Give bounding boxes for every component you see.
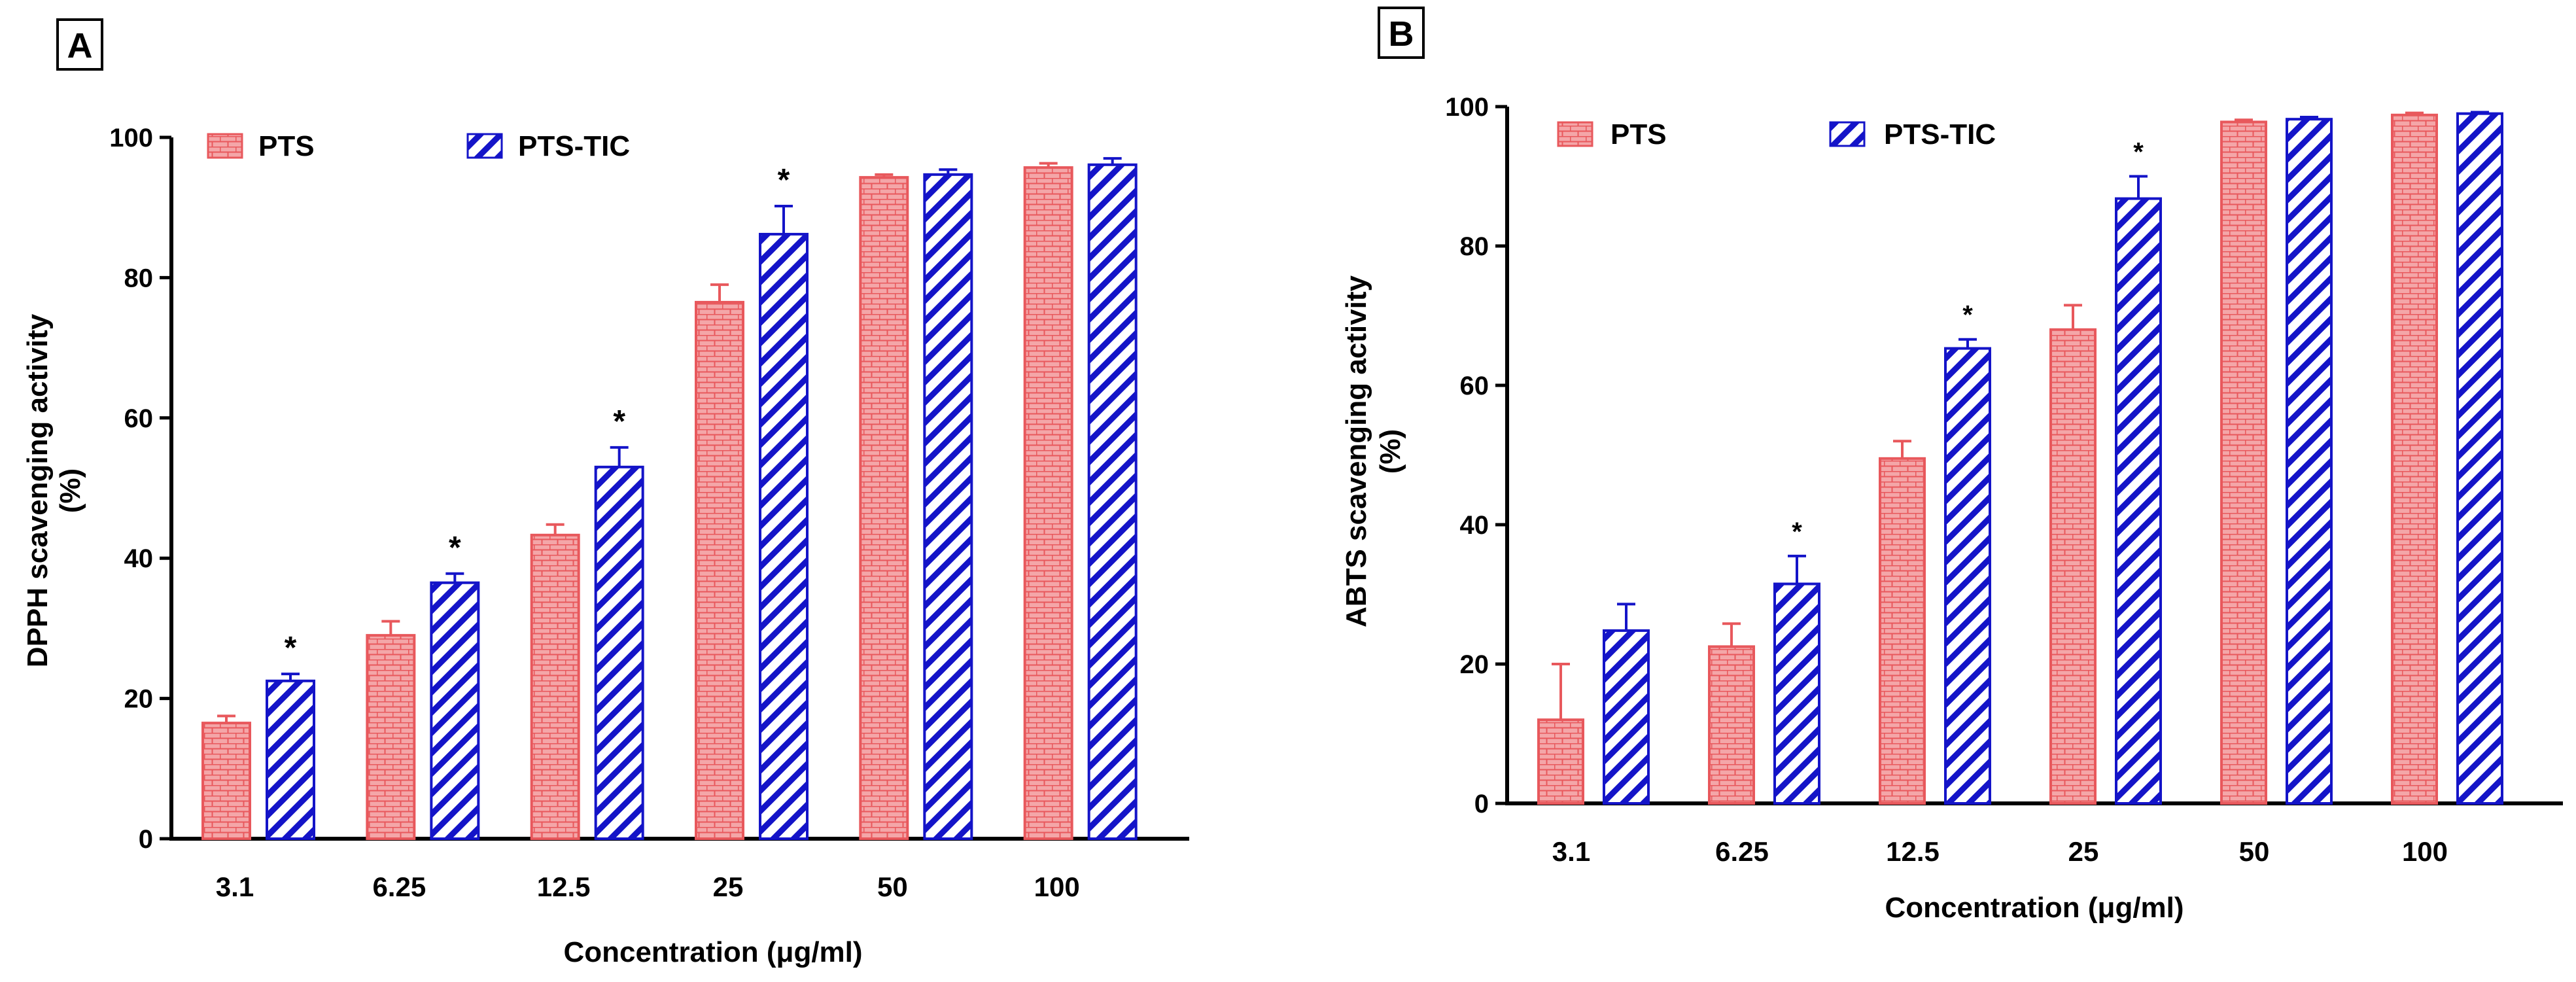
panel-a-category-label: 100 — [1034, 871, 1080, 902]
panel-b-category-label: 12.5 — [1886, 836, 1940, 867]
panel-b-significance-star: * — [1962, 301, 1973, 330]
panel-a-significance-star: * — [285, 631, 297, 665]
panel-a-bar-ptstic — [430, 581, 480, 840]
panel-a-ytick-label: 100 — [109, 124, 153, 152]
panel-b-bar-pts — [1879, 457, 1926, 805]
panel-b-bar-ptstic — [1773, 582, 1820, 805]
panel-b-category-label: 25 — [2068, 836, 2099, 867]
panel-a-bar-pts — [366, 634, 416, 840]
panel-a-ytick-label: 40 — [124, 544, 154, 573]
panel-a-significance-star: * — [449, 531, 461, 565]
panel-b-ylabel-unit: (%) — [1374, 429, 1406, 474]
panel-b-letter: B — [1389, 14, 1414, 54]
panel-a-ytick-label: 0 — [139, 825, 153, 854]
panel-b-ytick-label: 0 — [1474, 790, 1489, 818]
panel-b-significance-star: * — [2133, 138, 2144, 167]
panel-a-legend-ptstic-swatch — [466, 133, 503, 159]
panel-a-significance-star: * — [613, 404, 625, 439]
panel-b-legend-pts-label: PTS — [1610, 118, 1667, 150]
panel-a-ylabel: DPPH scavenging activity — [22, 313, 54, 667]
panel-a-bar-pts — [859, 176, 909, 840]
panel-a-xlabel: Concentration (μg/ml) — [563, 936, 862, 968]
panel-b-ylabel: ABTS scavenging activity — [1340, 275, 1372, 627]
panel-b-xlabel: Concentration (μg/ml) — [1885, 892, 2184, 924]
panel-b-ytick-label: 20 — [1460, 650, 1489, 679]
panel-b-bar-ptstic — [1603, 629, 1650, 805]
panel-b-bar-pts — [1708, 645, 1755, 805]
panel-a-legend-pts-label: PTS — [258, 130, 315, 162]
panel-b-ytick-label: 60 — [1460, 372, 1489, 400]
panel-a-category-label: 6.25 — [372, 871, 426, 902]
panel-b-plot-area: 0 20 40 60 80 100 3.1 6.25 * 12.5 * 25 * 50 100 — [1445, 93, 2563, 867]
panel-a-bar-ptstic — [594, 465, 644, 840]
panel-a-plot-area: 0 20 40 60 80 100 3.1 * 6.25 * 12.5 * 25 * 50 100 — [109, 124, 1189, 902]
panel-b-chart: B ABTS scavenging activity (%) Concentra… — [1340, 7, 2563, 924]
panel-b-legend-pts-swatch — [1557, 121, 1593, 147]
panel-a-bar-pts — [530, 533, 580, 840]
panel-b-ytick-label: 40 — [1460, 511, 1489, 540]
panel-a-letter-box — [56, 18, 103, 71]
panel-b-legend-ptstic-label: PTS-TIC — [1884, 118, 1996, 150]
panel-b-bar-ptstic — [2286, 118, 2333, 805]
panel-b-legend-ptstic-swatch — [1829, 121, 1866, 147]
panel-a-bar-ptstic — [923, 173, 973, 841]
panel-a-bar-ptstic — [759, 232, 809, 841]
panel-b-letter-box — [1378, 7, 1425, 59]
panel-b-significance-star: * — [1792, 517, 1802, 546]
panel-b-category-label: 6.25 — [1715, 836, 1769, 867]
panel-b-ytick-label: 80 — [1460, 232, 1489, 261]
panel-a-bar-pts — [1023, 166, 1073, 841]
panel-b-bar-pts — [2049, 328, 2097, 805]
panel-a-ytick-label: 60 — [124, 404, 154, 433]
panel-b-category-label: 100 — [2402, 836, 2448, 867]
panel-a-ylabel-unit: (%) — [54, 468, 86, 513]
panel-a-category-label: 50 — [877, 871, 908, 902]
panel-a-legend-pts-swatch — [207, 133, 243, 159]
panel-a-bar-pts — [201, 722, 251, 840]
panel-a-bar-ptstic — [266, 679, 315, 841]
panel-b-bar-pts — [2220, 120, 2267, 805]
panel-b-bar-ptstic — [2115, 197, 2162, 805]
panel-a-chart: A DPPH scavenging activity (%) Concentra… — [22, 18, 1189, 968]
panel-b-bar-pts — [1537, 718, 1584, 805]
panel-a-category-label: 25 — [713, 871, 744, 902]
panel-a-letter: A — [67, 26, 93, 65]
panel-a-bar-ptstic — [1087, 163, 1138, 841]
panel-b-bar-ptstic — [1944, 347, 1991, 805]
panel-a-ytick-label: 20 — [124, 685, 154, 714]
panel-b-bar-pts — [2391, 113, 2438, 805]
panel-a-significance-star: * — [778, 163, 790, 198]
panel-a-category-label: 3.1 — [216, 871, 254, 902]
panel-a-legend-ptstic-label: PTS-TIC — [518, 130, 630, 162]
panel-b-category-label: 50 — [2239, 836, 2270, 867]
panel-b-category-label: 3.1 — [1552, 836, 1590, 867]
panel-a-bar-pts — [695, 300, 744, 841]
panel-a-ytick-label: 80 — [124, 264, 154, 292]
panel-a-category-label: 12.5 — [537, 871, 591, 902]
panel-b-ytick-label: 100 — [1445, 93, 1489, 122]
panel-b-bar-ptstic — [2456, 112, 2503, 805]
